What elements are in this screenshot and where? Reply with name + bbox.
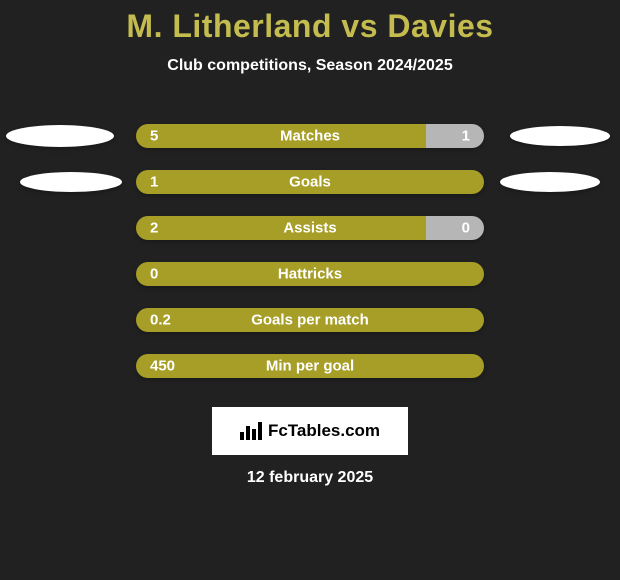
bar-value-left: 0.2: [150, 312, 171, 329]
stat-row: 2 0 Assists: [0, 205, 620, 251]
bar-track: 5 1 Matches: [136, 124, 484, 148]
bar-value-right: 1: [462, 128, 470, 145]
infographic-container: M. Litherland vs Davies Club competition…: [0, 0, 620, 580]
fctables-label: FcTables.com: [268, 421, 380, 441]
bar-label: Goals: [289, 174, 331, 191]
left-ellipse: [20, 172, 122, 192]
bar-track: 2 0 Assists: [136, 216, 484, 240]
bar-value-left: 1: [150, 174, 158, 191]
date: 12 february 2025: [0, 469, 620, 487]
bar-label: Matches: [280, 128, 340, 145]
subtitle: Club competitions, Season 2024/2025: [0, 57, 620, 75]
bar-label: Assists: [283, 220, 336, 237]
bar-label: Goals per match: [251, 312, 369, 329]
stat-row: 5 1 Matches: [0, 113, 620, 159]
stat-row: 0 Hattricks: [0, 251, 620, 297]
bar-value-left: 450: [150, 358, 175, 375]
bar-label: Min per goal: [266, 358, 354, 375]
bar-track: 450 Min per goal: [136, 354, 484, 378]
stat-row: 0.2 Goals per match: [0, 297, 620, 343]
right-ellipse: [500, 172, 600, 192]
bar-value-left: 0: [150, 266, 158, 283]
bar-value-left: 5: [150, 128, 158, 145]
right-ellipse: [510, 126, 610, 146]
left-ellipse: [6, 125, 114, 147]
bar-track: 1 Goals: [136, 170, 484, 194]
fctables-badge: FcTables.com: [212, 407, 408, 455]
bar-fill-left: [136, 216, 426, 240]
title: M. Litherland vs Davies: [0, 0, 620, 45]
chart-area: 5 1 Matches 1 Goals 2 0 Assists 0 Hattricks 0.2 Goa…: [0, 113, 620, 389]
stat-row: 1 Goals: [0, 159, 620, 205]
bar-label: Hattricks: [278, 266, 342, 283]
bar-fill-right: [426, 216, 484, 240]
bar-value-left: 2: [150, 220, 158, 237]
bar-value-right: 0: [462, 220, 470, 237]
bars-icon: [240, 422, 262, 440]
bar-track: 0 Hattricks: [136, 262, 484, 286]
bar-fill-right: [426, 124, 484, 148]
stat-row: 450 Min per goal: [0, 343, 620, 389]
bar-track: 0.2 Goals per match: [136, 308, 484, 332]
